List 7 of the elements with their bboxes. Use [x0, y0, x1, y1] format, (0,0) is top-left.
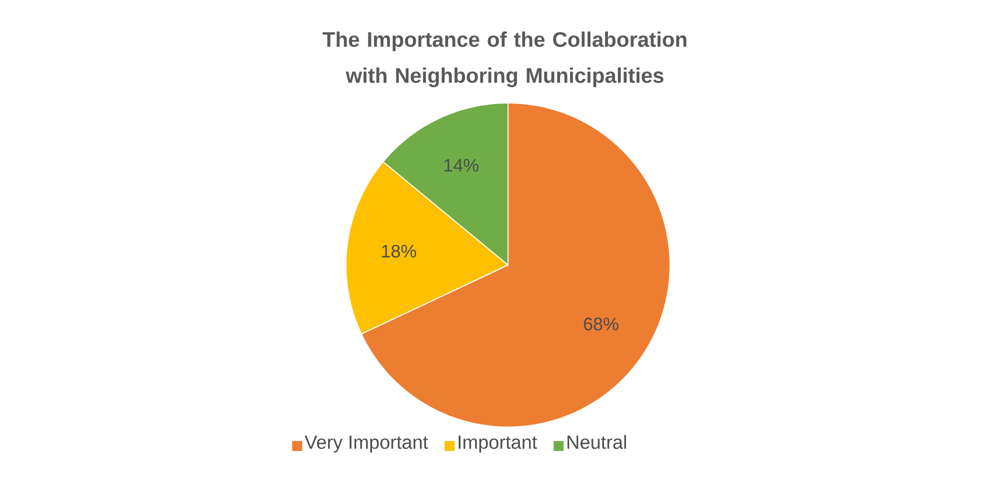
legend-label: Important: [458, 436, 538, 453]
legend-label: Very Important: [304, 436, 428, 453]
legend-label: Neutral: [568, 434, 626, 449]
data-label: 14%: [444, 159, 478, 172]
data-label: 68%: [584, 318, 618, 330]
data-label: 18%: [382, 244, 416, 258]
chart-title: The Importance of the Collaboration with Neighboring Municipalities: [322, 32, 686, 88]
